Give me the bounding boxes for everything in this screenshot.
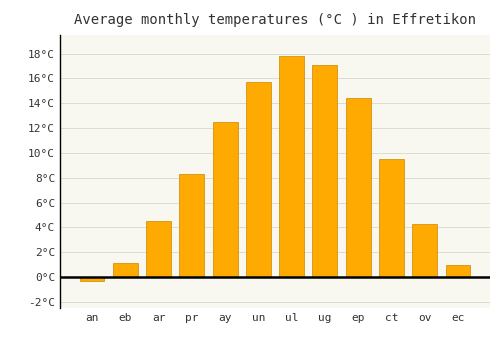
Bar	[412, 224, 437, 277]
Bar	[113, 263, 138, 277]
Bar	[312, 65, 338, 277]
Bar	[212, 122, 238, 277]
Bar	[80, 277, 104, 281]
Bar	[346, 98, 370, 277]
Title: Average monthly temperatures (°C ) in Effretikon: Average monthly temperatures (°C ) in Ef…	[74, 13, 476, 27]
Bar	[446, 265, 470, 277]
Bar	[379, 159, 404, 277]
Bar	[279, 56, 304, 277]
Bar	[246, 82, 271, 277]
Bar	[146, 221, 171, 277]
Bar	[180, 174, 204, 277]
